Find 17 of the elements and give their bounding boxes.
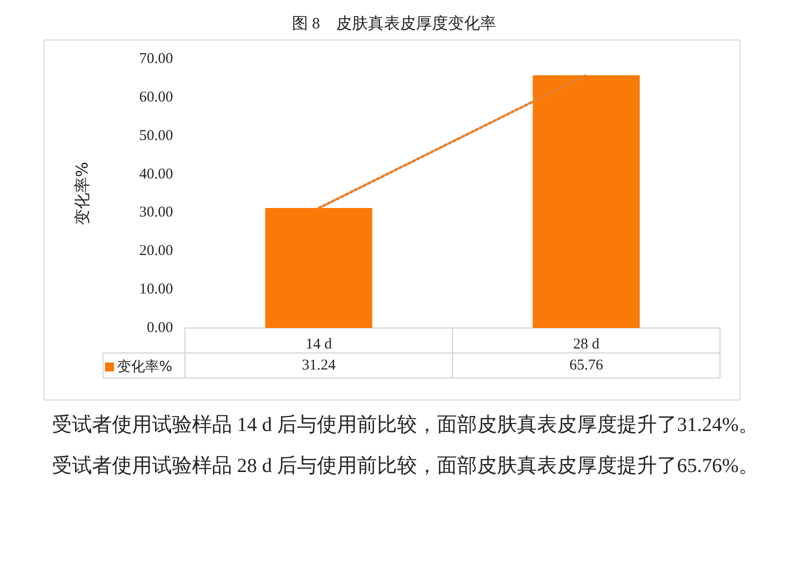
- chart-title: 图 8 皮肤真表皮厚度变化率: [292, 14, 496, 32]
- y-tick-label: 20.00: [139, 243, 173, 260]
- y-tick-label: 40.00: [139, 166, 173, 182]
- y-tick-label: 70.00: [139, 51, 173, 67]
- text: 受试者使用试验样品 28 d 后与使用前比较，面部皮肤真表皮厚度提升了65.76%。: [51, 454, 760, 479]
- data-label: 65.76: [569, 358, 604, 374]
- x-tick-label: 28 d: [573, 336, 600, 352]
- legend-label: 变化率%: [117, 359, 172, 375]
- y-tick-label: 60.00: [139, 89, 173, 106]
- text: 受试者使用试验样品 14 d 后与使用前比较，面部皮肤真表皮厚度提升了31.24%。: [51, 413, 760, 438]
- y-axis-title: 变化率%: [72, 162, 92, 226]
- y-tick-label: 50.00: [139, 128, 173, 144]
- data-label: 31.24: [302, 358, 336, 374]
- x-tick-label: 14 d: [306, 336, 332, 352]
- y-tick-label: 30.00: [139, 204, 173, 221]
- y-tick-label: 10.00: [139, 282, 173, 298]
- y-tick-label: 0.00: [146, 320, 173, 336]
